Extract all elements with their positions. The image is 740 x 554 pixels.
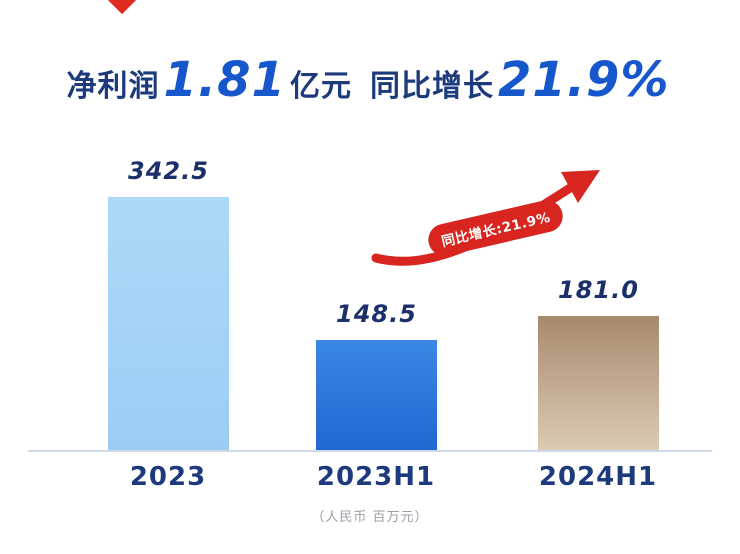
x-label-2023: 2023 (129, 462, 207, 492)
title-unit: 亿元 (289, 69, 352, 104)
bar-value-label-2023h1: 148.5 (336, 300, 417, 328)
bar-2024h1 (538, 316, 659, 450)
unit-note: （人民币 百万元） (311, 510, 429, 525)
bar-2023h1 (316, 340, 437, 450)
bar-group-2023h1: 148.5 (316, 150, 437, 450)
title-big-value: 1.81 (163, 52, 286, 108)
plot-area: 342.5 148.5 181.0 (28, 150, 712, 452)
bar-group-2023: 342.5 (108, 150, 229, 450)
x-axis-labels: 2023 2023H1 2024H1 (28, 462, 712, 496)
bar-group-2024h1: 181.0 (538, 150, 659, 450)
chart-title: 净利润 1.81 亿元 同比增长 21.9% (0, 52, 740, 108)
red-corner-decoration (107, 0, 137, 15)
title-growth-value: 21.9% (497, 52, 670, 108)
bar-value-label-2023: 342.5 (128, 157, 209, 185)
title-growth-label: 同比增长 (369, 69, 494, 104)
bar-value-label-2024h1: 181.0 (558, 276, 639, 304)
x-label-2024h1: 2024H1 (538, 462, 658, 492)
title-prefix: 净利润 (66, 69, 160, 104)
bar-2023 (108, 197, 229, 450)
x-label-2023h1: 2023H1 (316, 462, 436, 492)
